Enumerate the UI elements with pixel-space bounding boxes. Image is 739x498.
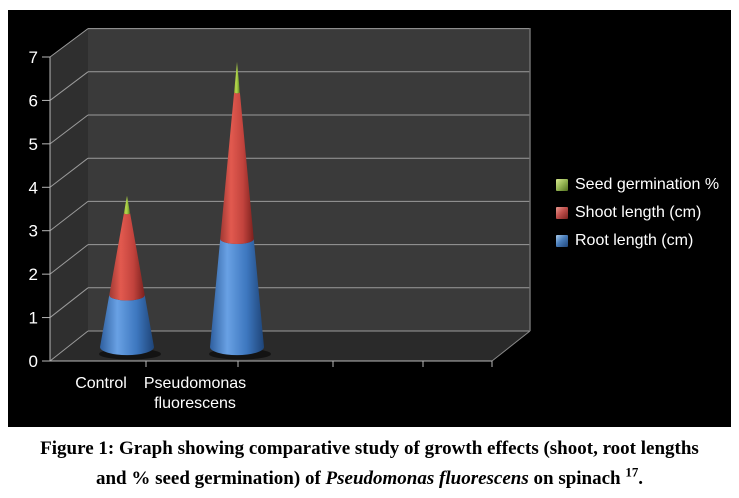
cone-segment-root-length-cm	[100, 295, 154, 356]
side-gridline	[49, 114, 89, 145]
cone-segment-shoot-length-cm	[220, 92, 254, 245]
cone-segment-seed-germination	[234, 61, 240, 94]
legend-item: Root length (cm)	[556, 232, 719, 249]
legend-swatch-root-length-cm	[556, 235, 568, 247]
figure-caption: Figure 1: Graph showing comparative stud…	[0, 427, 739, 498]
x-category-label: Pseudomonas	[144, 375, 246, 392]
y-tick-label: 1	[29, 309, 38, 328]
side-gridline	[49, 71, 89, 101]
cone-segment-seed-germination	[123, 195, 131, 215]
caption-line-2: and % seed germination) of Pseudomonas f…	[0, 464, 739, 494]
y-tick-label: 2	[29, 265, 38, 284]
cone-stack-pseudomonas-fluorescens	[210, 61, 264, 356]
back-wall	[88, 28, 530, 331]
chart-legend: Seed germination % Shoot length (cm) Root …	[556, 176, 720, 262]
cone-chart-plot: 0 1 2 3 4 5 6 7 Control Pseudomonas fluorescens	[29, 28, 531, 412]
cone-segment-root-length-cm	[210, 239, 264, 356]
legend-label: Seed germination %	[575, 176, 720, 193]
side-gridline	[49, 201, 89, 232]
chart-panel: 0 1 2 3 4 5 6 7 Control Pseudomonas fluorescens Se…	[8, 10, 731, 427]
legend-label: Shoot length (cm)	[575, 204, 702, 221]
floor-right-edge	[491, 330, 531, 362]
cone-stack-control	[100, 195, 154, 356]
caption-text-2a: and % seed germination) of	[95, 468, 326, 489]
cone-segment-shoot-length-cm	[109, 213, 145, 301]
caption-text-2b: on spinach	[528, 468, 626, 489]
side-wall	[50, 28, 88, 361]
side-gridline	[49, 28, 89, 58]
side-gridline	[49, 287, 89, 318]
floor	[50, 331, 530, 361]
side-gridline	[49, 330, 89, 362]
y-tick-label: 4	[29, 178, 38, 197]
side-gridline	[49, 157, 89, 188]
caption-species-name: Pseudomonas fluorescens	[325, 468, 529, 489]
y-tick-label: 7	[29, 48, 38, 67]
caption-text-2c: .	[638, 468, 644, 489]
caption-reference-superscript: 17	[625, 464, 639, 480]
caption-text-1: Figure 1: Graph showing comparative stud…	[40, 438, 699, 459]
legend-item: Shoot length (cm)	[556, 204, 719, 221]
y-tick-label: 6	[29, 91, 38, 110]
y-tick-label: 0	[29, 352, 38, 371]
legend-swatch-seed-germination	[556, 179, 568, 191]
caption-line-1: Figure 1: Graph showing comparative stud…	[0, 434, 739, 464]
legend-swatch-shoot-length-cm	[556, 207, 568, 219]
y-tick-label: 5	[29, 135, 38, 154]
x-category-label: fluorescens	[154, 395, 236, 412]
legend-label: Root length (cm)	[575, 232, 694, 249]
y-tick-label: 3	[29, 222, 38, 241]
x-category-label: Control	[75, 375, 127, 392]
legend-item: Seed germination %	[556, 176, 720, 193]
side-gridline	[49, 244, 89, 275]
